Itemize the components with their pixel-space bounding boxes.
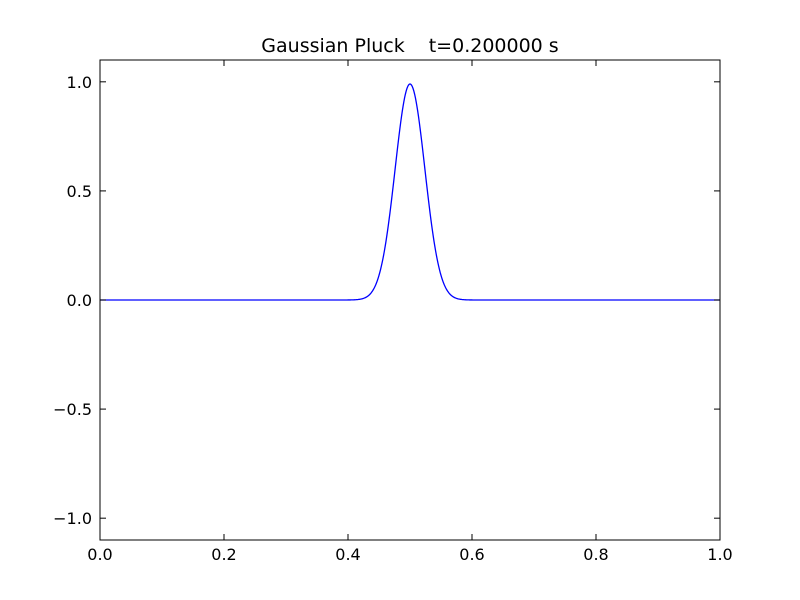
chart-title: Gaussian Pluck t=0.200000 s — [261, 35, 558, 57]
series-line — [100, 83, 720, 301]
x-tick-label: 0.6 — [459, 545, 484, 564]
y-tick-label: −0.5 — [53, 400, 92, 419]
ticks: 0.0 0.2 0.4 0.6 0.8 1.0 1.0 0.5 0.0 −0.5 −1.0 — [53, 60, 733, 564]
y-tick-label: 0.0 — [67, 291, 92, 310]
x-tick-label: 0.2 — [211, 545, 236, 564]
x-tick-label: 1.0 — [707, 545, 732, 564]
y-tick-label: −1.0 — [53, 509, 92, 528]
axes-frame — [99, 59, 721, 541]
plot-area: 0.0 0.2 0.4 0.6 0.8 1.0 1.0 0.5 0.0 −0.5 −1.0 — [53, 59, 733, 564]
x-tick-label: 0.8 — [583, 545, 608, 564]
y-tick-label: 0.5 — [67, 182, 92, 201]
title-name: Gaussian Pluck — [261, 35, 404, 57]
x-tick-label: 0.4 — [335, 545, 360, 564]
title-time: t=0.200000 s — [429, 35, 559, 57]
y-tick-label: 1.0 — [67, 73, 92, 92]
x-tick-label: 0.0 — [87, 545, 112, 564]
